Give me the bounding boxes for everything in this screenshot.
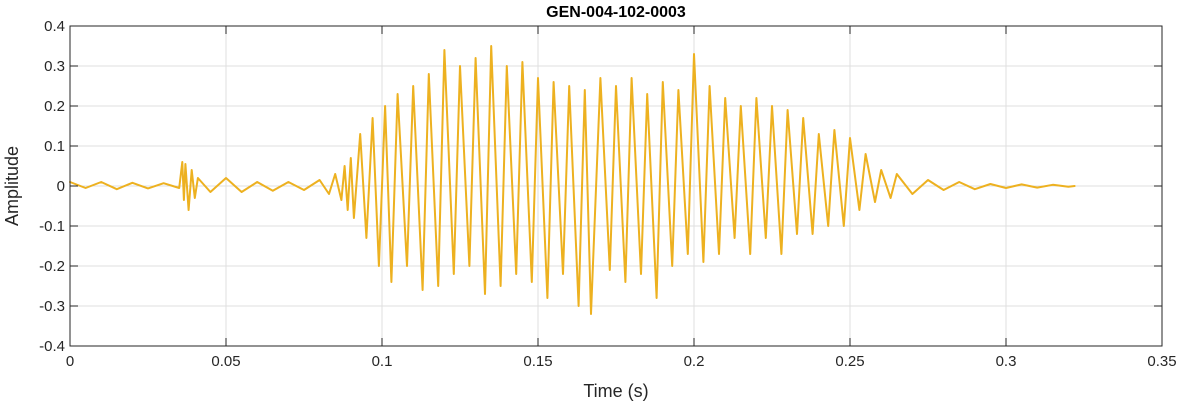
y-tick-label: 0.1 <box>44 138 65 155</box>
x-axis-label: Time (s) <box>583 381 648 401</box>
y-tick-label: 0.3 <box>44 58 65 75</box>
y-tick-label: 0.2 <box>44 98 65 115</box>
x-tick-label: 0.05 <box>211 353 240 370</box>
x-tick-label: 0.25 <box>835 353 864 370</box>
y-tick-label: -0.1 <box>39 218 65 235</box>
chart-title: GEN-004-102-0003 <box>546 4 686 21</box>
x-tick-label: 0 <box>66 353 74 370</box>
y-tick-label: -0.4 <box>39 338 65 355</box>
x-tick-label: 0.2 <box>684 353 705 370</box>
axis-ticks: 0 0.05 0.1 0.15 0.2 0.25 0.3 0.35 -0.4 -0.3 -0.2 -0… <box>39 18 1176 370</box>
x-tick-label: 0.35 <box>1147 353 1176 370</box>
x-tick-label: 0.3 <box>996 353 1017 370</box>
x-tick-label: 0.15 <box>523 353 552 370</box>
x-tick-label: 0.1 <box>372 353 393 370</box>
y-tick-label: 0 <box>57 178 65 195</box>
y-tick-label: -0.2 <box>39 258 65 275</box>
waveform-series-line <box>69 45 1076 315</box>
y-tick-label: -0.3 <box>39 298 65 315</box>
y-axis-label: Amplitude <box>2 146 22 226</box>
y-tick-label: 0.4 <box>44 18 65 35</box>
series-layer <box>69 45 1076 315</box>
